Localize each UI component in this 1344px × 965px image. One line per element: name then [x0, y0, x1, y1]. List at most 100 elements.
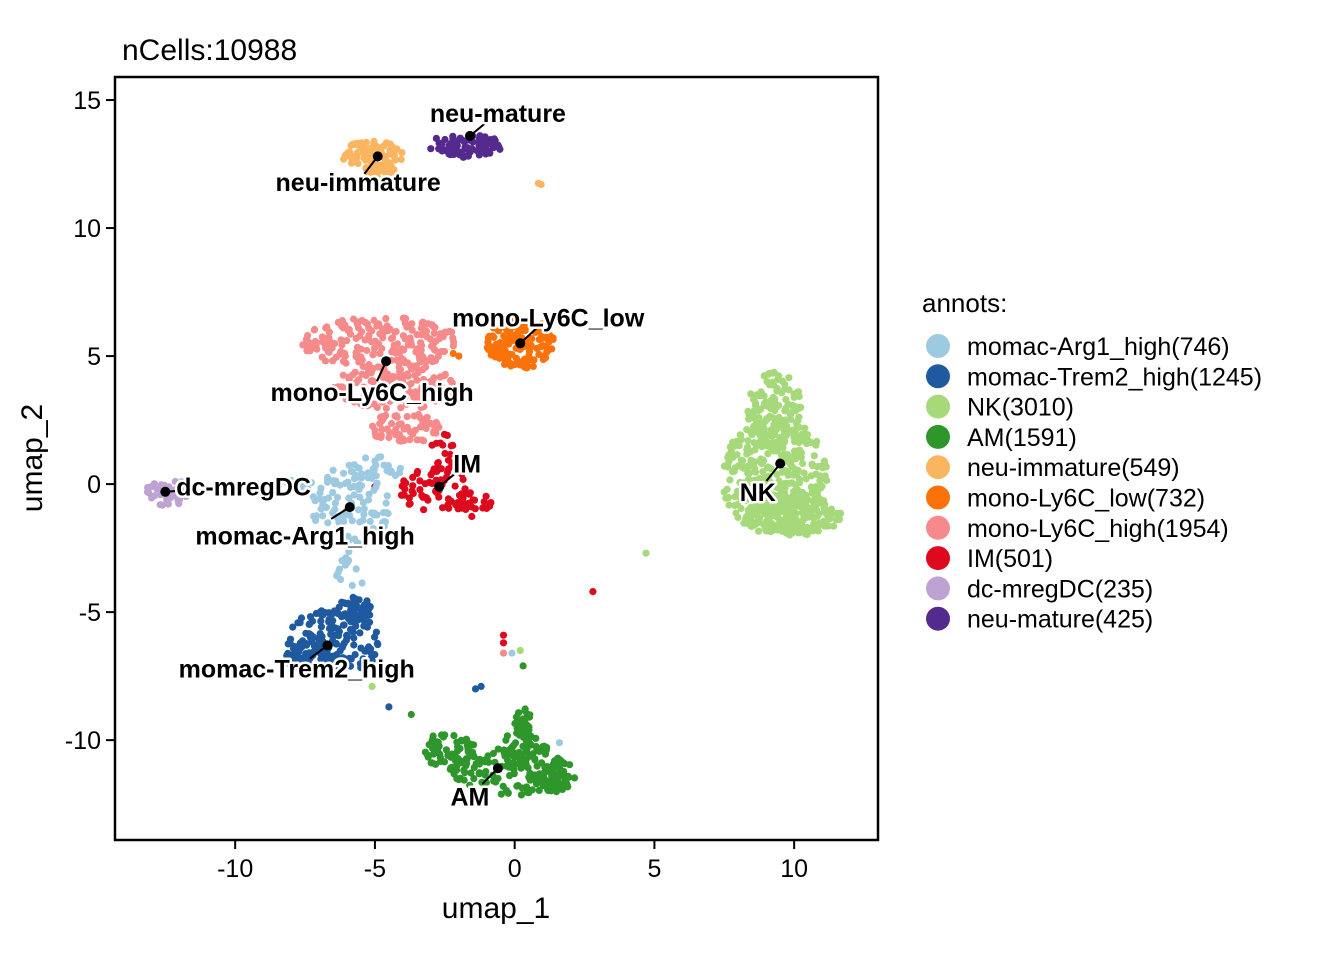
- data-point: [409, 489, 417, 497]
- cluster-labels-layer: momac-Arg1_high momac-Trem2_high NK AM neu-i…: [160, 97, 786, 814]
- data-point: [744, 462, 752, 471]
- data-point: [420, 506, 428, 514]
- data-point: [792, 481, 800, 489]
- series-NK: [368, 368, 845, 691]
- data-point: [430, 345, 438, 353]
- data-point: [430, 329, 438, 337]
- data-point: [171, 477, 179, 486]
- data-point: [460, 766, 468, 774]
- data-point: [371, 337, 379, 345]
- data-point: [525, 321, 533, 329]
- data-point: [370, 316, 378, 325]
- data-point: [331, 505, 339, 514]
- data-point: [382, 404, 390, 412]
- data-point: [416, 486, 424, 494]
- data-point: [431, 397, 439, 405]
- data-point: [789, 463, 797, 471]
- legend-swatch: [926, 576, 950, 601]
- data-point: [335, 565, 344, 573]
- data-point: [339, 469, 348, 477]
- data-point: [342, 554, 350, 562]
- data-point: [300, 640, 308, 648]
- cluster-centroid-marker: [775, 458, 786, 469]
- data-point: [361, 152, 369, 160]
- data-point: [164, 500, 172, 508]
- data-point: [451, 757, 460, 765]
- data-point: [344, 614, 352, 622]
- data-point: [428, 321, 436, 329]
- data-point: [376, 420, 384, 428]
- data-point: [350, 634, 358, 642]
- data-point: [769, 369, 777, 377]
- data-point: [499, 639, 508, 647]
- data-point: [184, 486, 192, 494]
- data-point: [775, 372, 783, 380]
- data-point: [453, 141, 461, 149]
- data-point: [492, 142, 500, 150]
- cluster-label-mono-Ly6C_low: mono-Ly6C_low: [452, 305, 645, 333]
- x-tick-label: 10: [780, 855, 808, 883]
- data-point: [445, 504, 453, 512]
- data-point: [407, 710, 415, 719]
- data-point: [733, 437, 741, 445]
- data-point: [343, 631, 351, 640]
- data-point: [364, 469, 372, 477]
- data-point: [398, 149, 406, 157]
- data-point: [759, 457, 768, 465]
- data-point: [305, 338, 313, 347]
- data-point: [181, 492, 189, 500]
- data-point: [459, 475, 467, 483]
- data-point: [742, 496, 750, 504]
- data-point: [410, 412, 418, 420]
- data-point: [344, 600, 352, 608]
- data-point: [532, 742, 540, 751]
- data-point: [468, 512, 476, 521]
- cluster-centroid-marker: [492, 763, 503, 774]
- data-point: [476, 132, 484, 140]
- data-point: [365, 643, 373, 651]
- data-point: [489, 771, 497, 779]
- data-point: [458, 501, 466, 509]
- data-point: [733, 487, 742, 495]
- data-point: [325, 334, 333, 342]
- data-point: [761, 433, 769, 441]
- data-point: [810, 452, 818, 460]
- data-point: [415, 397, 423, 405]
- data-point: [393, 413, 401, 421]
- data-point: [755, 527, 763, 535]
- legend-item-label: AM(1591): [967, 424, 1077, 452]
- data-point: [286, 656, 294, 664]
- data-point: [360, 622, 368, 630]
- data-point: [340, 512, 348, 520]
- data-point: [502, 333, 510, 342]
- data-point: [468, 751, 476, 759]
- legend-item-label: mono-Ly6C_high(1954): [967, 515, 1229, 543]
- data-point: [490, 777, 498, 785]
- data-point: [413, 469, 421, 478]
- data-point: [795, 529, 804, 537]
- data-point: [447, 376, 455, 385]
- data-point: [730, 467, 738, 475]
- data-point: [508, 649, 516, 657]
- data-point: [334, 318, 342, 326]
- data-point: [429, 732, 437, 740]
- data-point: [371, 633, 379, 641]
- cluster-centroid-marker: [464, 130, 475, 141]
- data-point: [754, 517, 762, 525]
- cluster-centroid-marker: [515, 338, 526, 349]
- data-point: [747, 390, 755, 398]
- y-tick-label: -10: [65, 727, 101, 755]
- data-point: [460, 776, 468, 784]
- data-point: [353, 139, 361, 147]
- data-point: [753, 511, 761, 520]
- data-point: [373, 322, 381, 330]
- data-point: [444, 456, 453, 464]
- data-point: [365, 490, 373, 498]
- data-point: [353, 343, 362, 351]
- y-tick-label: 0: [87, 471, 101, 499]
- data-point: [481, 771, 489, 779]
- data-point: [537, 343, 545, 351]
- data-point: [795, 523, 803, 532]
- legend-item-label: NK(3010): [967, 394, 1074, 422]
- data-point: [382, 315, 390, 323]
